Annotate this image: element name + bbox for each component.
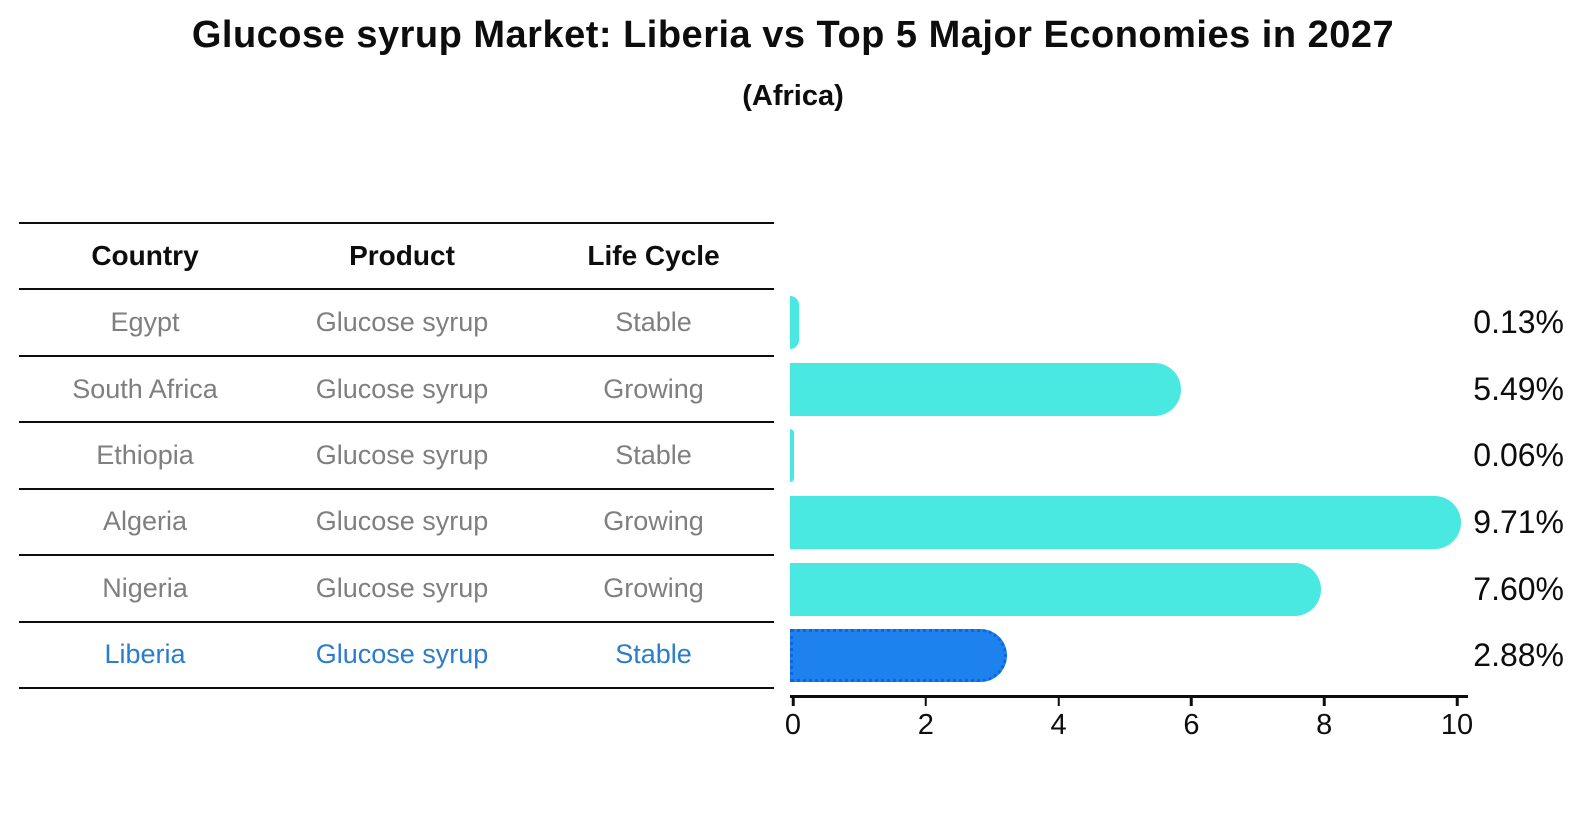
cell-country: Algeria (102, 506, 188, 537)
bar-row (790, 356, 1470, 423)
x-tick (791, 697, 795, 706)
column-header-country: Country (91, 240, 199, 272)
cell-country: Liberia (104, 639, 186, 670)
x-tick (1057, 697, 1060, 706)
table-row-ethiopia: Ethiopia Glucose syrup Stable (19, 421, 774, 487)
x-tick-label: 10 (1440, 709, 1474, 741)
x-axis-line (790, 695, 1468, 698)
column-header-product: Product (349, 240, 455, 272)
bar-ethiopia (790, 429, 794, 483)
x-tick (924, 697, 928, 706)
cell-life-cycle: Stable (615, 639, 692, 670)
cell-product: Glucose syrup (315, 639, 489, 670)
table-header-row: Country Product Life Cycle (19, 222, 774, 288)
table-row-south-africa: South Africa Glucose syrup Growing (19, 354, 774, 421)
bar-row (790, 556, 1470, 623)
value-label-south-africa: 5.49% (1473, 370, 1564, 407)
cell-life-cycle: Growing (603, 373, 704, 404)
value-label-liberia: 2.88% (1473, 637, 1564, 674)
x-tick-label: 6 (1183, 709, 1200, 741)
value-labels: 0.13% 5.49% 0.06% 9.71% 7.60% 2.88% (1452, 289, 1564, 689)
bar-liberia (790, 629, 1008, 683)
cell-country: Egypt (110, 307, 180, 338)
cell-product: Glucose syrup (315, 572, 489, 603)
cell-product: Glucose syrup (315, 307, 489, 338)
bar-egypt (790, 296, 799, 349)
table-row-egypt: Egypt Glucose syrup Stable (19, 288, 774, 354)
cell-life-cycle: Growing (603, 572, 704, 603)
value-label-nigeria: 7.60% (1473, 570, 1564, 607)
x-axis-ticks: 0 2 4 6 8 10 (785, 697, 1473, 752)
x-tick (1322, 697, 1326, 706)
cell-country: Ethiopia (96, 439, 194, 470)
value-label-egypt: 0.13% (1473, 304, 1564, 340)
bar-chart-area (790, 289, 1470, 689)
chart-title: Glucose syrup Market: Liberia vs Top 5 M… (191, 14, 1395, 56)
bar-row (790, 489, 1470, 556)
bar-nigeria (790, 562, 1321, 616)
bar-row (790, 289, 1470, 356)
x-tick (1455, 697, 1459, 706)
x-tick-label: 0 (784, 709, 802, 741)
x-tick-label: 8 (1316, 709, 1333, 741)
column-header-life-cycle: Life Cycle (587, 240, 720, 272)
x-tick-label: 4 (1050, 709, 1067, 741)
cell-life-cycle: Stable (615, 307, 692, 338)
chart-subtitle: (Africa) (742, 80, 844, 112)
value-label-algeria: 9.71% (1473, 503, 1564, 540)
table-row-nigeria: Nigeria Glucose syrup Growing (19, 554, 774, 620)
bar-south-africa (790, 362, 1181, 416)
cell-product: Glucose syrup (315, 373, 489, 404)
bar-algeria (790, 495, 1461, 549)
bar-row (790, 422, 1470, 489)
bar-row (790, 622, 1470, 689)
x-tick (1190, 697, 1193, 706)
cell-product: Glucose syrup (315, 506, 489, 537)
cell-life-cycle: Stable (615, 439, 692, 470)
table-row-liberia: Liberia Glucose syrup Stable (19, 620, 774, 687)
value-label-ethiopia: 0.06% (1473, 437, 1564, 474)
table-row-algeria: Algeria Glucose syrup Growing (19, 487, 774, 554)
cell-country: Nigeria (102, 572, 188, 603)
cell-product: Glucose syrup (315, 439, 489, 470)
data-table: Country Product Life Cycle Egypt Glucose… (19, 222, 774, 689)
cell-country: South Africa (72, 373, 218, 404)
x-tick-label: 2 (917, 709, 934, 741)
cell-life-cycle: Growing (603, 506, 704, 537)
